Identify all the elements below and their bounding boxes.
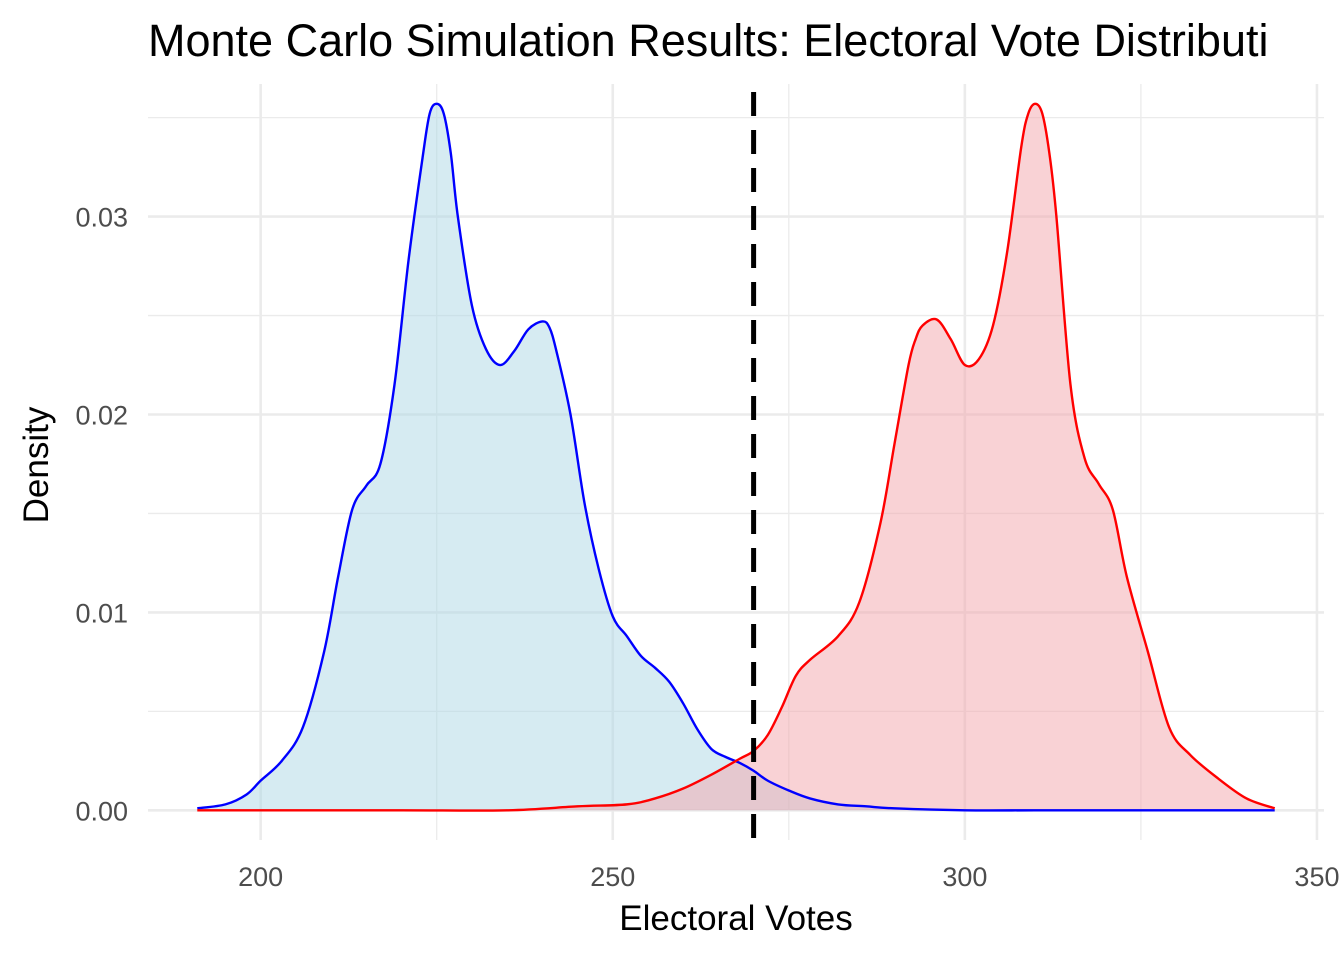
x-tick-labels: 200 250 300 350: [238, 862, 1339, 892]
y-tick-label: 0.00: [75, 796, 128, 826]
x-tick-label: 300: [942, 862, 987, 892]
y-axis-title: Density: [17, 406, 56, 523]
chart-title: Monte Carlo Simulation Results: Electora…: [148, 15, 1268, 66]
density-area-red: [197, 103, 1275, 811]
y-tick-labels: 0.00 0.01 0.02 0.03: [75, 203, 128, 827]
density-series: [197, 102, 1276, 812]
y-tick-label: 0.01: [75, 598, 128, 628]
density-line-red: [197, 102, 1276, 812]
y-tick-label: 0.03: [75, 203, 128, 233]
x-tick-label: 350: [1294, 862, 1339, 892]
x-tick-label: 200: [238, 862, 283, 892]
y-tick-label: 0.02: [75, 401, 128, 431]
density-line-blue: [197, 102, 1275, 812]
x-tick-label: 250: [590, 862, 635, 892]
x-axis-title: Electoral Votes: [619, 899, 852, 938]
